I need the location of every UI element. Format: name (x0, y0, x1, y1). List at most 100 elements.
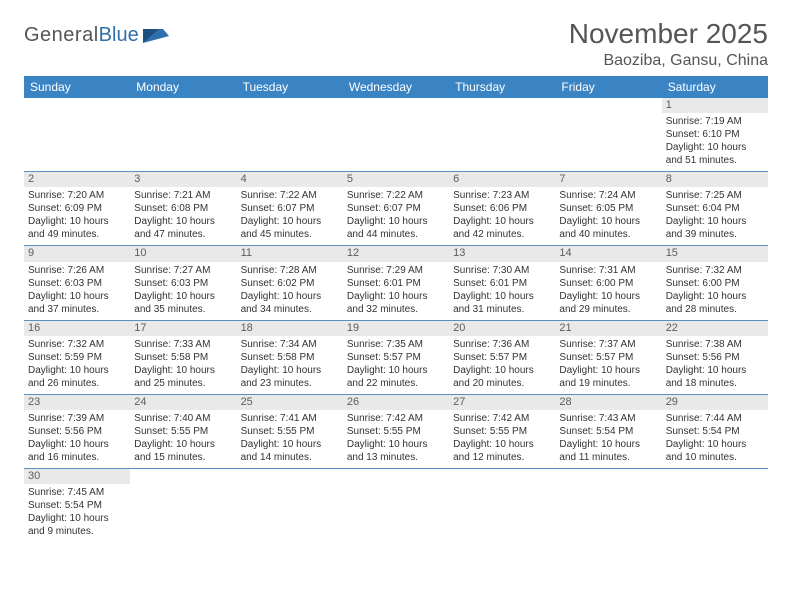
sunrise-text: Sunrise: 7:34 AM (241, 338, 339, 351)
day-content-cell: Sunrise: 7:38 AMSunset: 5:56 PMDaylight:… (662, 336, 768, 395)
day-content-cell (343, 113, 449, 172)
sunrise-text: Sunrise: 7:25 AM (666, 189, 764, 202)
day-content-cell: Sunrise: 7:28 AMSunset: 6:02 PMDaylight:… (237, 262, 343, 321)
sunset-text: Sunset: 6:01 PM (347, 277, 445, 290)
content-row: Sunrise: 7:45 AMSunset: 5:54 PMDaylight:… (24, 484, 768, 542)
day-number-cell: 28 (555, 394, 661, 410)
daylight-text: Daylight: 10 hours and 45 minutes. (241, 215, 339, 241)
day-content-cell (449, 113, 555, 172)
day-number-cell (130, 98, 236, 113)
day-number-cell: 14 (555, 246, 661, 262)
daylight-text: Daylight: 10 hours and 10 minutes. (666, 438, 764, 464)
daylight-text: Daylight: 10 hours and 29 minutes. (559, 290, 657, 316)
daylight-text: Daylight: 10 hours and 16 minutes. (28, 438, 126, 464)
sunset-text: Sunset: 6:02 PM (241, 277, 339, 290)
sunrise-text: Sunrise: 7:44 AM (666, 412, 764, 425)
weekday-header: Tuesday (237, 76, 343, 98)
daylight-text: Daylight: 10 hours and 23 minutes. (241, 364, 339, 390)
sunrise-text: Sunrise: 7:38 AM (666, 338, 764, 351)
day-content-cell: Sunrise: 7:30 AMSunset: 6:01 PMDaylight:… (449, 262, 555, 321)
day-number-cell (449, 468, 555, 484)
sunrise-text: Sunrise: 7:36 AM (453, 338, 551, 351)
sunrise-text: Sunrise: 7:26 AM (28, 264, 126, 277)
sunset-text: Sunset: 5:58 PM (241, 351, 339, 364)
day-content-cell: Sunrise: 7:41 AMSunset: 5:55 PMDaylight:… (237, 410, 343, 469)
day-number-cell (555, 468, 661, 484)
sunset-text: Sunset: 6:08 PM (134, 202, 232, 215)
day-number-cell: 18 (237, 320, 343, 336)
header: GeneralBlue November 2025 Baoziba, Gansu… (24, 18, 768, 70)
sunset-text: Sunset: 5:56 PM (666, 351, 764, 364)
day-content-cell: Sunrise: 7:32 AMSunset: 5:59 PMDaylight:… (24, 336, 130, 395)
day-content-cell (130, 484, 236, 542)
daylight-text: Daylight: 10 hours and 32 minutes. (347, 290, 445, 316)
logo: GeneralBlue (24, 24, 171, 47)
sunrise-text: Sunrise: 7:23 AM (453, 189, 551, 202)
logo-text: GeneralBlue (24, 24, 139, 47)
daynum-row: 30 (24, 468, 768, 484)
day-number-cell: 23 (24, 394, 130, 410)
day-number-cell: 4 (237, 172, 343, 188)
sunset-text: Sunset: 6:00 PM (666, 277, 764, 290)
calendar-table: Sunday Monday Tuesday Wednesday Thursday… (24, 76, 768, 542)
daylight-text: Daylight: 10 hours and 9 minutes. (28, 512, 126, 538)
sunrise-text: Sunrise: 7:32 AM (666, 264, 764, 277)
day-number-cell: 8 (662, 172, 768, 188)
sunrise-text: Sunrise: 7:20 AM (28, 189, 126, 202)
day-content-cell: Sunrise: 7:22 AMSunset: 6:07 PMDaylight:… (237, 187, 343, 246)
day-number-cell: 16 (24, 320, 130, 336)
day-content-cell: Sunrise: 7:37 AMSunset: 5:57 PMDaylight:… (555, 336, 661, 395)
logo-blue: Blue (99, 24, 139, 46)
flag-icon (143, 27, 171, 45)
sunrise-text: Sunrise: 7:29 AM (347, 264, 445, 277)
day-content-cell: Sunrise: 7:39 AMSunset: 5:56 PMDaylight:… (24, 410, 130, 469)
daylight-text: Daylight: 10 hours and 47 minutes. (134, 215, 232, 241)
weekday-header: Friday (555, 76, 661, 98)
sunset-text: Sunset: 6:10 PM (666, 128, 764, 141)
day-content-cell (555, 113, 661, 172)
daylight-text: Daylight: 10 hours and 40 minutes. (559, 215, 657, 241)
day-number-cell: 17 (130, 320, 236, 336)
sunrise-text: Sunrise: 7:43 AM (559, 412, 657, 425)
daylight-text: Daylight: 10 hours and 44 minutes. (347, 215, 445, 241)
day-number-cell: 15 (662, 246, 768, 262)
day-content-cell: Sunrise: 7:43 AMSunset: 5:54 PMDaylight:… (555, 410, 661, 469)
content-row: Sunrise: 7:26 AMSunset: 6:03 PMDaylight:… (24, 262, 768, 321)
daylight-text: Daylight: 10 hours and 12 minutes. (453, 438, 551, 464)
weekday-header: Sunday (24, 76, 130, 98)
sunrise-text: Sunrise: 7:30 AM (453, 264, 551, 277)
day-number-cell: 20 (449, 320, 555, 336)
day-content-cell: Sunrise: 7:29 AMSunset: 6:01 PMDaylight:… (343, 262, 449, 321)
daylight-text: Daylight: 10 hours and 14 minutes. (241, 438, 339, 464)
day-content-cell (555, 484, 661, 542)
day-number-cell (662, 468, 768, 484)
day-number-cell (130, 468, 236, 484)
day-number-cell: 13 (449, 246, 555, 262)
sunrise-text: Sunrise: 7:22 AM (347, 189, 445, 202)
sunset-text: Sunset: 5:55 PM (134, 425, 232, 438)
sunset-text: Sunset: 6:06 PM (453, 202, 551, 215)
day-content-cell: Sunrise: 7:35 AMSunset: 5:57 PMDaylight:… (343, 336, 449, 395)
day-content-cell (24, 113, 130, 172)
day-content-cell: Sunrise: 7:21 AMSunset: 6:08 PMDaylight:… (130, 187, 236, 246)
daynum-row: 16171819202122 (24, 320, 768, 336)
day-content-cell: Sunrise: 7:24 AMSunset: 6:05 PMDaylight:… (555, 187, 661, 246)
day-number-cell (343, 98, 449, 113)
day-number-cell: 22 (662, 320, 768, 336)
day-number-cell: 6 (449, 172, 555, 188)
logo-general: General (24, 24, 99, 46)
daylight-text: Daylight: 10 hours and 26 minutes. (28, 364, 126, 390)
day-content-cell: Sunrise: 7:40 AMSunset: 5:55 PMDaylight:… (130, 410, 236, 469)
sunrise-text: Sunrise: 7:22 AM (241, 189, 339, 202)
sunrise-text: Sunrise: 7:45 AM (28, 486, 126, 499)
day-number-cell (555, 98, 661, 113)
daylight-text: Daylight: 10 hours and 13 minutes. (347, 438, 445, 464)
day-number-cell: 9 (24, 246, 130, 262)
day-number-cell (449, 98, 555, 113)
day-number-cell: 2 (24, 172, 130, 188)
daylight-text: Daylight: 10 hours and 35 minutes. (134, 290, 232, 316)
title-block: November 2025 Baoziba, Gansu, China (569, 18, 768, 70)
month-title: November 2025 (569, 18, 768, 50)
day-content-cell (343, 484, 449, 542)
sunrise-text: Sunrise: 7:33 AM (134, 338, 232, 351)
